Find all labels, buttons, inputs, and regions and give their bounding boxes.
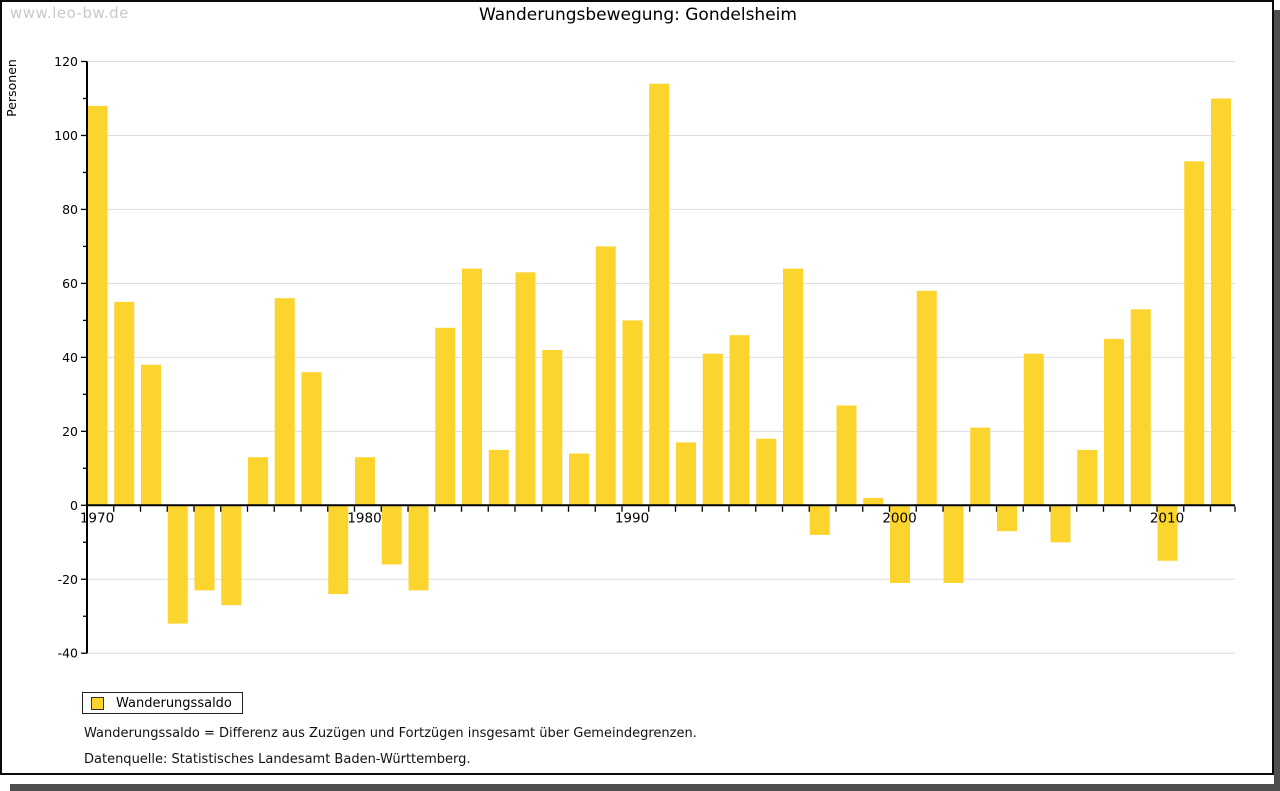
bar-1973 <box>167 505 188 624</box>
bar-2003 <box>970 427 991 506</box>
bar-2010 <box>1157 505 1178 561</box>
bar-1971 <box>114 301 135 506</box>
watermark: www.leo-bw.de <box>10 4 129 22</box>
x-tick-label: 1970 <box>80 510 114 526</box>
bar-1986 <box>515 272 536 506</box>
bar-1988 <box>569 453 589 506</box>
legend-label: Wanderungssaldo <box>116 695 232 711</box>
bar-1991 <box>649 83 670 506</box>
footnote-definition: Wanderungssaldo = Differenz aus Zuzügen … <box>84 726 697 741</box>
y-tick-label: 60 <box>62 276 78 291</box>
bar-2008 <box>1104 338 1124 506</box>
bar-2001 <box>916 290 937 506</box>
bar-1970 <box>87 105 108 506</box>
bar-1996 <box>783 268 803 506</box>
bar-1992 <box>676 442 696 506</box>
y-tick-label: -40 <box>58 646 78 661</box>
y-tick-label: 120 <box>54 54 78 69</box>
bar-1982 <box>408 505 429 591</box>
bar-1972 <box>141 364 161 506</box>
bar-1975 <box>221 505 242 606</box>
panel-shadow-bottom <box>10 784 1280 791</box>
chart-title: Wanderungsbewegung: Gondelsheim <box>479 5 797 25</box>
bar-2007 <box>1077 449 1098 506</box>
footnote-source: Datenquelle: Statistisches Landesamt Bad… <box>84 752 471 767</box>
bar-1993 <box>702 353 723 506</box>
bar-2000 <box>890 505 910 583</box>
x-tick-label: 2010 <box>1150 510 1184 526</box>
bar-1979 <box>328 505 349 595</box>
y-tick-label: 20 <box>62 424 78 439</box>
x-tick-label: 1980 <box>347 510 381 526</box>
bar-1978 <box>301 372 322 506</box>
bar-1994 <box>729 335 750 506</box>
bar-1974 <box>194 505 215 591</box>
bar-1976 <box>248 457 268 506</box>
bar-1984 <box>462 268 482 506</box>
bar-2011 <box>1184 161 1205 506</box>
bar-1999 <box>863 497 884 506</box>
x-tick-label: 1990 <box>615 510 649 526</box>
bar-2005 <box>1023 353 1044 506</box>
bar-1997 <box>809 505 830 535</box>
y-tick-label: 0 <box>70 498 78 513</box>
bar-2004 <box>997 505 1017 532</box>
migration-bar-chart: -40 -20 0 20 40 60 80 100 120 1970 1980 1990 2000 201… <box>4 54 1236 661</box>
y-tick-label: 100 <box>54 128 78 143</box>
x-tick-label: 2000 <box>882 510 916 526</box>
bar-1989 <box>595 246 616 506</box>
bar-1983 <box>435 327 456 506</box>
bar-1990 <box>622 320 643 506</box>
legend-swatch-icon <box>91 696 104 710</box>
bar-2012 <box>1211 98 1231 506</box>
bar-2006 <box>1050 505 1071 543</box>
bar-1981 <box>381 505 402 565</box>
bar-2002 <box>943 505 964 583</box>
y-tick-label: -20 <box>58 572 78 587</box>
bar-1977 <box>274 298 295 506</box>
y-axis-title: Personen <box>4 59 19 117</box>
y-tick-label: 40 <box>62 350 78 365</box>
chart-panel: www.leo-bw.de Wanderungsbewegung: Gondel… <box>0 0 1274 775</box>
panel-shadow-right <box>1274 10 1280 791</box>
legend: Wanderungssaldo <box>82 692 243 714</box>
bar-1998 <box>836 405 857 506</box>
bar-1987 <box>542 349 563 506</box>
bar-1980 <box>355 457 375 506</box>
bar-1995 <box>756 438 777 506</box>
y-tick-label: 80 <box>62 202 78 217</box>
bar-1985 <box>488 449 509 506</box>
bar-2009 <box>1130 309 1151 506</box>
